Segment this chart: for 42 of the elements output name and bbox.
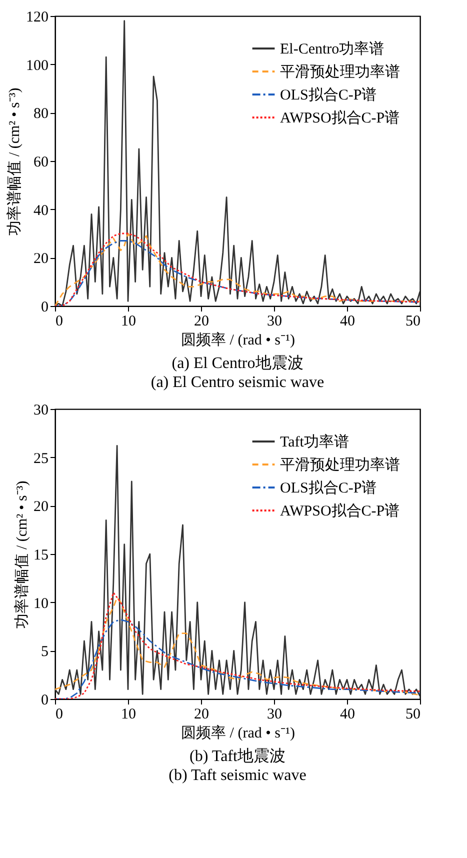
x-tick-label: 50 <box>406 706 420 722</box>
legend-label: Taft功率谱 <box>280 434 349 450</box>
legend-label: AWPSO拟合C-P谱 <box>280 110 400 126</box>
y-tick-label: 5 <box>41 644 48 660</box>
y-tick-label: 10 <box>34 596 48 612</box>
x-tick-label: 50 <box>406 314 420 330</box>
x-tick-label: 30 <box>267 314 282 330</box>
text: (b) Taft地震波 <box>190 747 286 765</box>
y-tick-label: 25 <box>34 450 48 467</box>
y-tick-label: 120 <box>26 10 48 26</box>
x-tick-label: 0 <box>56 706 63 722</box>
x-tick-label: 10 <box>121 314 136 330</box>
y-tick-label: 30 <box>34 402 48 418</box>
y-axis-title: 功率谱幅值 / (cm² • s⁻³) <box>14 480 30 628</box>
x-tick-label: 20 <box>194 314 209 330</box>
x-tick-label: 10 <box>121 706 136 722</box>
y-tick-label: 60 <box>34 154 48 170</box>
y-tick-label: 20 <box>34 251 48 268</box>
y-tick-label: 80 <box>34 106 48 122</box>
y-tick-label: 15 <box>34 548 48 564</box>
legend-label: 平滑预处理功率谱 <box>280 64 400 80</box>
legend-label: OLS拟合C-P谱 <box>280 480 377 496</box>
text: (a) El Centro seismic wave <box>150 374 324 391</box>
y-tick-label: 100 <box>26 58 48 74</box>
legend-label: El-Centro功率谱 <box>280 40 384 58</box>
x-tick-label: 40 <box>340 706 355 722</box>
x-tick-label: 30 <box>267 706 282 722</box>
y-tick-label: 40 <box>34 202 48 219</box>
x-tick-label: 20 <box>194 706 209 722</box>
y-tick-label: 0 <box>41 300 48 316</box>
text: (a) El Centro地震波 <box>172 354 304 372</box>
text: (b) Taft seismic wave <box>168 767 306 784</box>
x-tick-label: 0 <box>56 314 63 330</box>
y-tick-label: 0 <box>41 692 48 708</box>
x-axis-title: 圆频率 / (rad • s⁻¹) <box>181 724 295 742</box>
legend-label: OLS拟合C-P谱 <box>280 86 377 104</box>
y-axis-title: 功率谱幅值 / (cm² • s⁻³) <box>6 88 23 236</box>
y-tick-label: 20 <box>34 499 48 516</box>
legend-label: 平滑预处理功率谱 <box>280 456 400 474</box>
x-tick-label: 40 <box>340 314 355 330</box>
x-axis-title: 圆频率 / (rad • s⁻¹) <box>181 332 295 348</box>
legend-label: AWPSO拟合C-P谱 <box>280 502 400 520</box>
